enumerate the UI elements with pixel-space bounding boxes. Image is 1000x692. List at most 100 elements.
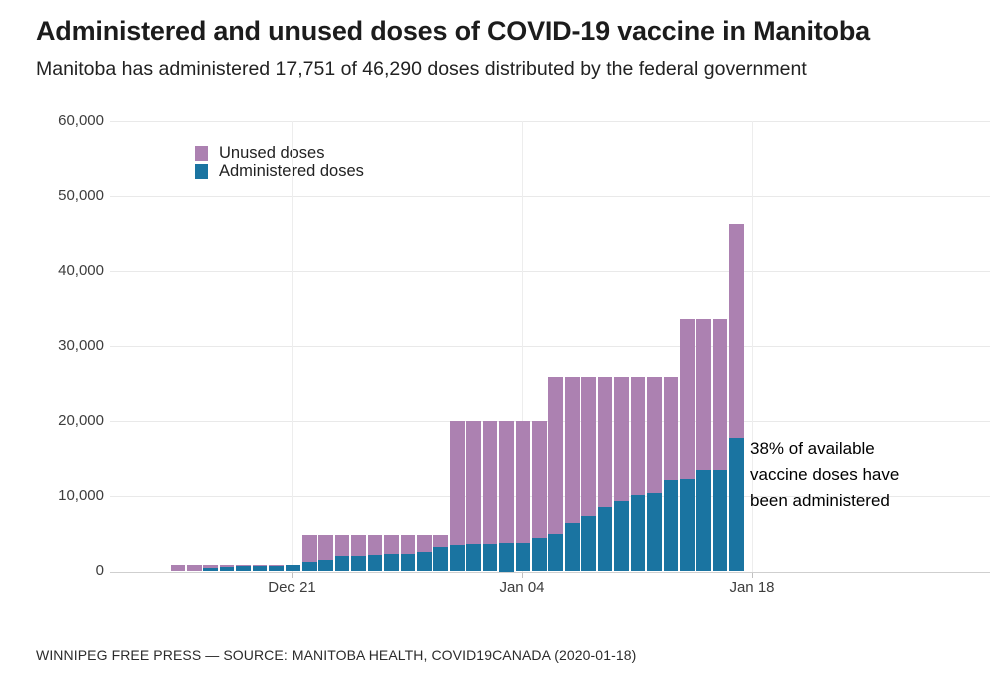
bar-unused bbox=[384, 535, 399, 555]
bar-administered bbox=[433, 546, 449, 572]
bar-administered bbox=[614, 501, 629, 572]
bar-administered bbox=[564, 523, 580, 572]
y-axis-tick-label: 0 bbox=[95, 562, 104, 579]
bar-administered bbox=[515, 542, 531, 572]
bar-administered bbox=[400, 553, 416, 572]
x-axis-tick bbox=[752, 572, 753, 578]
bar-administered bbox=[532, 538, 547, 572]
legend-item-administered: Administered doses bbox=[195, 162, 364, 182]
y-gridline bbox=[110, 196, 990, 198]
bar-unused bbox=[679, 319, 695, 479]
bar-administered bbox=[334, 556, 350, 572]
y-gridline bbox=[110, 121, 990, 122]
annotation-text: 38% of available vaccine doses have been… bbox=[750, 436, 940, 514]
bar-unused bbox=[515, 421, 531, 543]
bar-unused bbox=[466, 421, 481, 545]
y-axis-tick-label: 20,000 bbox=[58, 411, 104, 429]
bar-unused bbox=[696, 319, 711, 471]
bar-administered bbox=[712, 469, 728, 572]
bar-unused bbox=[614, 377, 629, 502]
bar-unused bbox=[318, 535, 334, 560]
legend: Unused doses Administered doses bbox=[195, 144, 364, 181]
bar-unused bbox=[647, 377, 662, 494]
bar-unused bbox=[712, 319, 728, 470]
chart-subtitle: Manitoba has administered 17,751 of 46,2… bbox=[36, 58, 807, 80]
bar-administered bbox=[219, 566, 235, 572]
bar-administered bbox=[236, 565, 251, 572]
legend-item-unused: Unused doses bbox=[195, 144, 364, 163]
bar-unused bbox=[187, 564, 202, 572]
annotation-line-2: vaccine doses have bbox=[750, 465, 900, 484]
y-axis-tick-label: 30,000 bbox=[58, 336, 104, 354]
bar-administered bbox=[367, 554, 383, 572]
bar-administered bbox=[203, 568, 219, 572]
x-gridline bbox=[292, 121, 293, 572]
bar-administered bbox=[466, 544, 481, 572]
y-axis-tick-label: 50,000 bbox=[58, 186, 104, 204]
bar-unused bbox=[417, 535, 432, 552]
bar-unused bbox=[302, 535, 317, 563]
bar-administered bbox=[285, 564, 301, 572]
bar-unused bbox=[252, 564, 268, 566]
bar-administered bbox=[581, 515, 596, 572]
y-gridline bbox=[110, 271, 990, 273]
y-axis-tick-label: 10,000 bbox=[58, 486, 104, 504]
bar-administered bbox=[679, 478, 695, 572]
bar-unused bbox=[170, 564, 186, 572]
bar-unused bbox=[630, 377, 646, 496]
bar-administered bbox=[548, 533, 564, 572]
annotation-line-1: 38% of available bbox=[750, 439, 875, 458]
bar-unused bbox=[663, 377, 679, 481]
administered-swatch-icon bbox=[195, 164, 208, 180]
bar-unused bbox=[351, 535, 366, 556]
bar-administered bbox=[597, 506, 613, 572]
legend-label-unused: Unused doses bbox=[219, 143, 325, 162]
x-axis-tick-label: Jan 18 bbox=[729, 579, 775, 596]
bar-unused bbox=[334, 535, 350, 557]
x-axis-line bbox=[110, 571, 990, 573]
y-gridline bbox=[110, 346, 990, 348]
bar-unused bbox=[548, 377, 564, 534]
bar-unused bbox=[564, 377, 580, 524]
bar-administered bbox=[696, 470, 711, 572]
bar-administered bbox=[417, 551, 432, 572]
bar-unused bbox=[597, 377, 613, 507]
bar-unused bbox=[449, 421, 465, 545]
bar-unused bbox=[532, 421, 547, 539]
bar-administered bbox=[318, 559, 334, 572]
source-footer: WINNIPEG FREE PRESS — SOURCE: MANITOBA H… bbox=[36, 647, 637, 663]
x-gridline bbox=[522, 121, 523, 572]
bar-unused bbox=[219, 564, 235, 567]
bar-unused bbox=[433, 535, 449, 547]
annotation-line-3: been administered bbox=[750, 491, 890, 510]
bar-administered bbox=[252, 565, 268, 572]
bar-administered bbox=[663, 480, 679, 572]
bar-unused bbox=[236, 564, 251, 566]
bar-administered bbox=[729, 438, 744, 572]
bar-unused bbox=[729, 223, 744, 439]
y-axis-tick-label: 40,000 bbox=[58, 261, 104, 279]
x-axis-tick-label: Dec 21 bbox=[268, 579, 316, 596]
bar-administered bbox=[499, 543, 514, 572]
legend-label-administered: Administered doses bbox=[219, 162, 364, 181]
bar-administered bbox=[384, 554, 399, 572]
x-axis-tick-label: Jan 04 bbox=[499, 579, 545, 596]
chart-title: Administered and unused doses of COVID-1… bbox=[36, 16, 870, 46]
unused-swatch-icon bbox=[195, 145, 208, 161]
x-axis-tick bbox=[522, 572, 523, 578]
bar-administered bbox=[302, 562, 317, 572]
bar-administered bbox=[630, 495, 646, 572]
bar-unused bbox=[482, 421, 498, 545]
bar-unused bbox=[499, 421, 514, 544]
bar-unused bbox=[400, 535, 416, 554]
x-gridline bbox=[752, 121, 753, 572]
y-axis-tick-label: 60,000 bbox=[58, 111, 104, 129]
bar-administered bbox=[482, 544, 498, 572]
bar-unused bbox=[203, 564, 219, 569]
bar-administered bbox=[449, 544, 465, 572]
bar-administered bbox=[647, 493, 662, 572]
bar-unused bbox=[581, 377, 596, 516]
x-axis-tick bbox=[292, 572, 293, 578]
bar-administered bbox=[269, 565, 284, 572]
